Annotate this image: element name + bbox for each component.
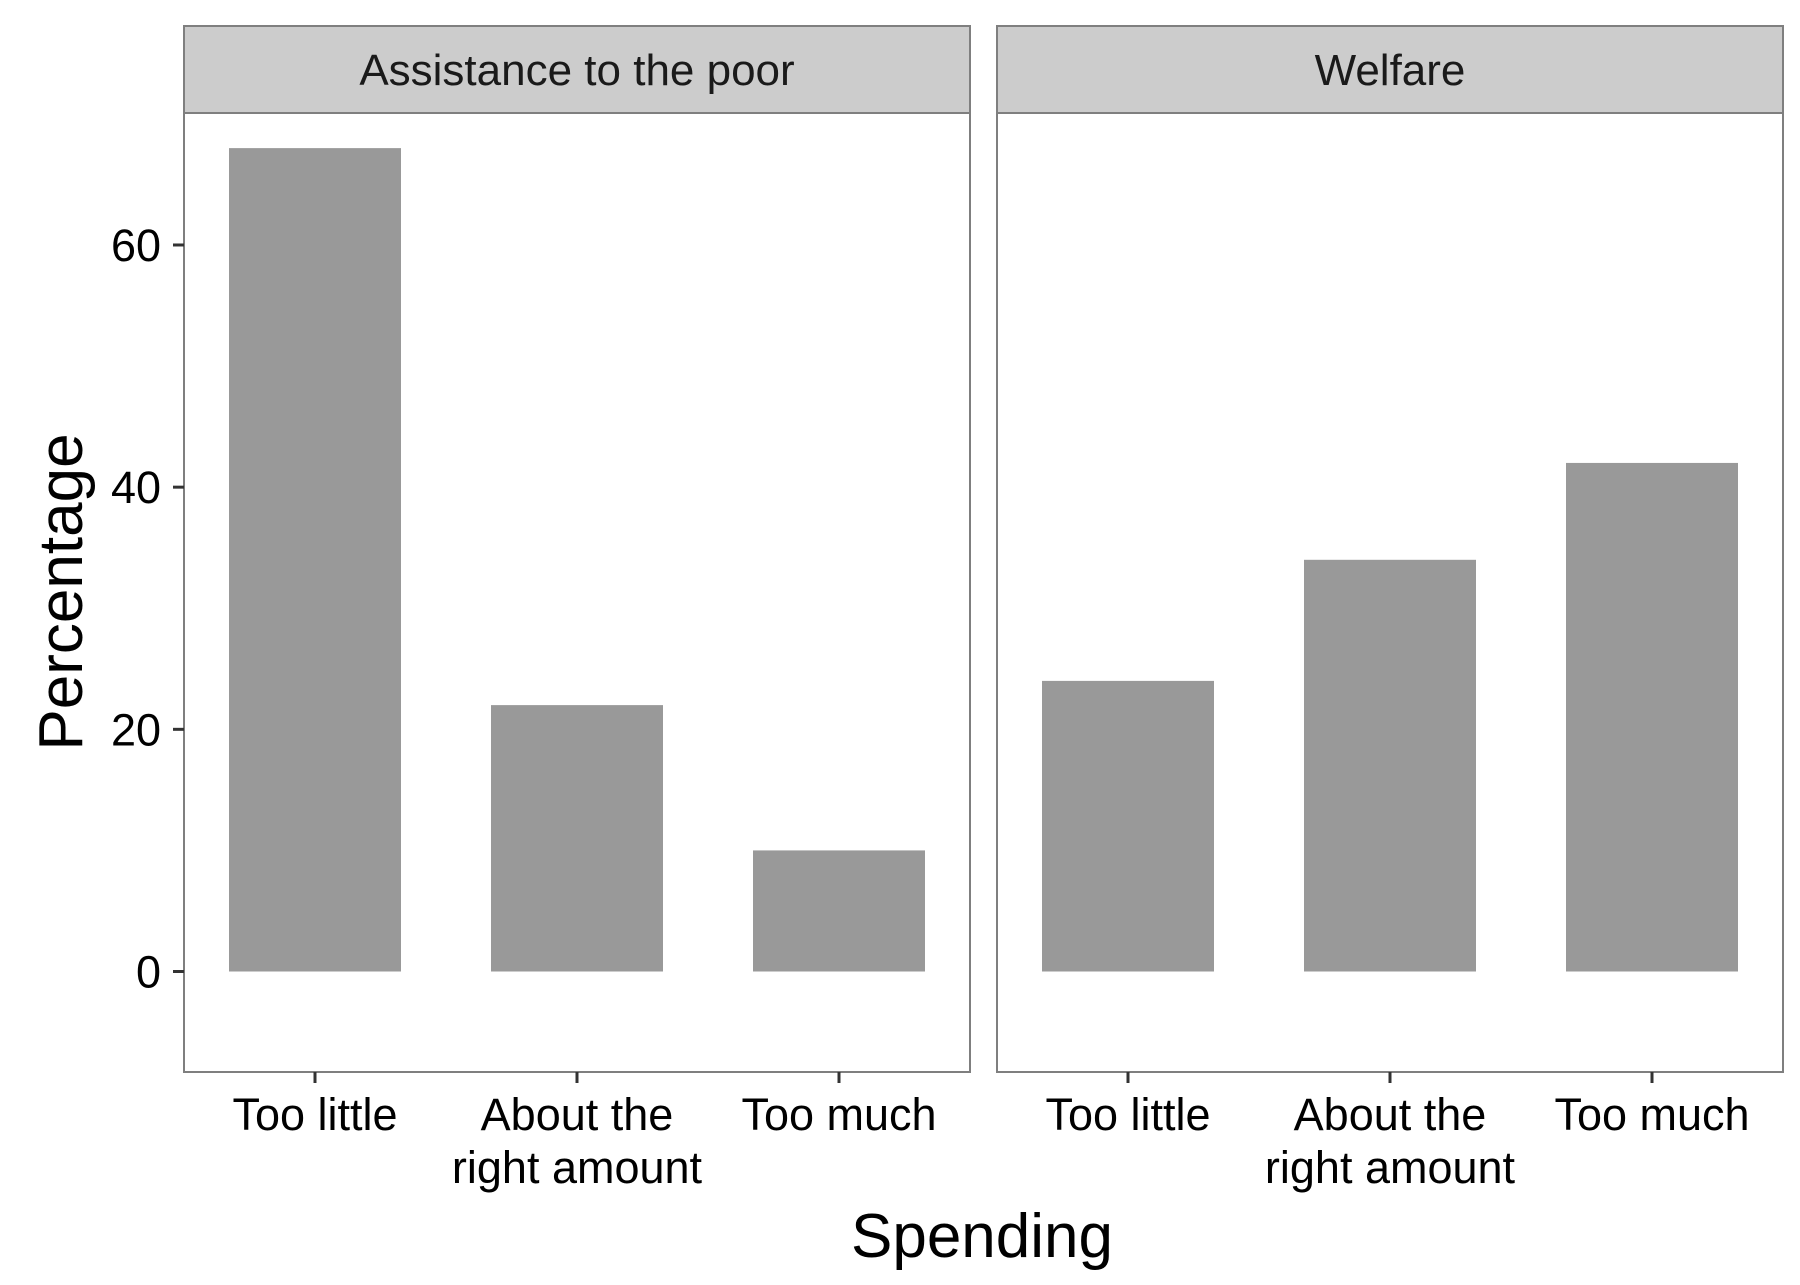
y-tick-label: 40	[111, 462, 161, 513]
facet-strip	[996, 25, 1784, 114]
bar-about-the-right-amount	[1304, 559, 1476, 972]
x-tick-label: Too little	[232, 1089, 397, 1140]
y-tick-label: 20	[111, 704, 161, 755]
bar-too-little	[229, 148, 401, 972]
y-axis: 0 20 40 60	[111, 220, 184, 997]
y-tick-label: 0	[136, 946, 161, 997]
x-tick-label-line: About the	[1294, 1089, 1487, 1140]
x-tick-label-line: Too little	[1045, 1089, 1210, 1140]
y-axis-title: Percentage	[27, 433, 96, 750]
y-tick-label: 60	[111, 220, 161, 271]
facet-panels: Assistance to the poor Too little About th…	[183, 25, 1784, 1193]
x-tick-label: Too much	[741, 1089, 936, 1140]
x-tick-label-line: Too much	[1554, 1089, 1749, 1140]
x-tick-label: About the right amount	[452, 1089, 703, 1193]
facet-strip-label: Welfare	[1315, 46, 1466, 95]
x-tick-label-line: right amount	[1265, 1142, 1516, 1193]
bar-about-the-right-amount	[491, 705, 663, 972]
x-tick-label-line: About the	[481, 1089, 674, 1140]
bar-too-much	[1566, 462, 1738, 972]
facet-strip	[183, 25, 971, 114]
x-tick-label: Too little	[1045, 1089, 1210, 1140]
facet-panel-1: Assistance to the poor Too little About th…	[183, 25, 971, 1193]
x-axis-title: Spending	[851, 1202, 1113, 1271]
facet-strip-label: Assistance to the poor	[359, 46, 794, 95]
x-tick-label: About the right amount	[1265, 1089, 1516, 1193]
facet-panel-2: Welfare Too little About the right amount To…	[996, 25, 1784, 1193]
bar-too-little	[1042, 680, 1214, 972]
x-tick-label: Too much	[1554, 1089, 1749, 1140]
x-tick-label-line: right amount	[452, 1142, 703, 1193]
x-tick-label-line: Too little	[232, 1089, 397, 1140]
x-tick-label-line: Too much	[741, 1089, 936, 1140]
bar-too-much	[753, 850, 925, 972]
